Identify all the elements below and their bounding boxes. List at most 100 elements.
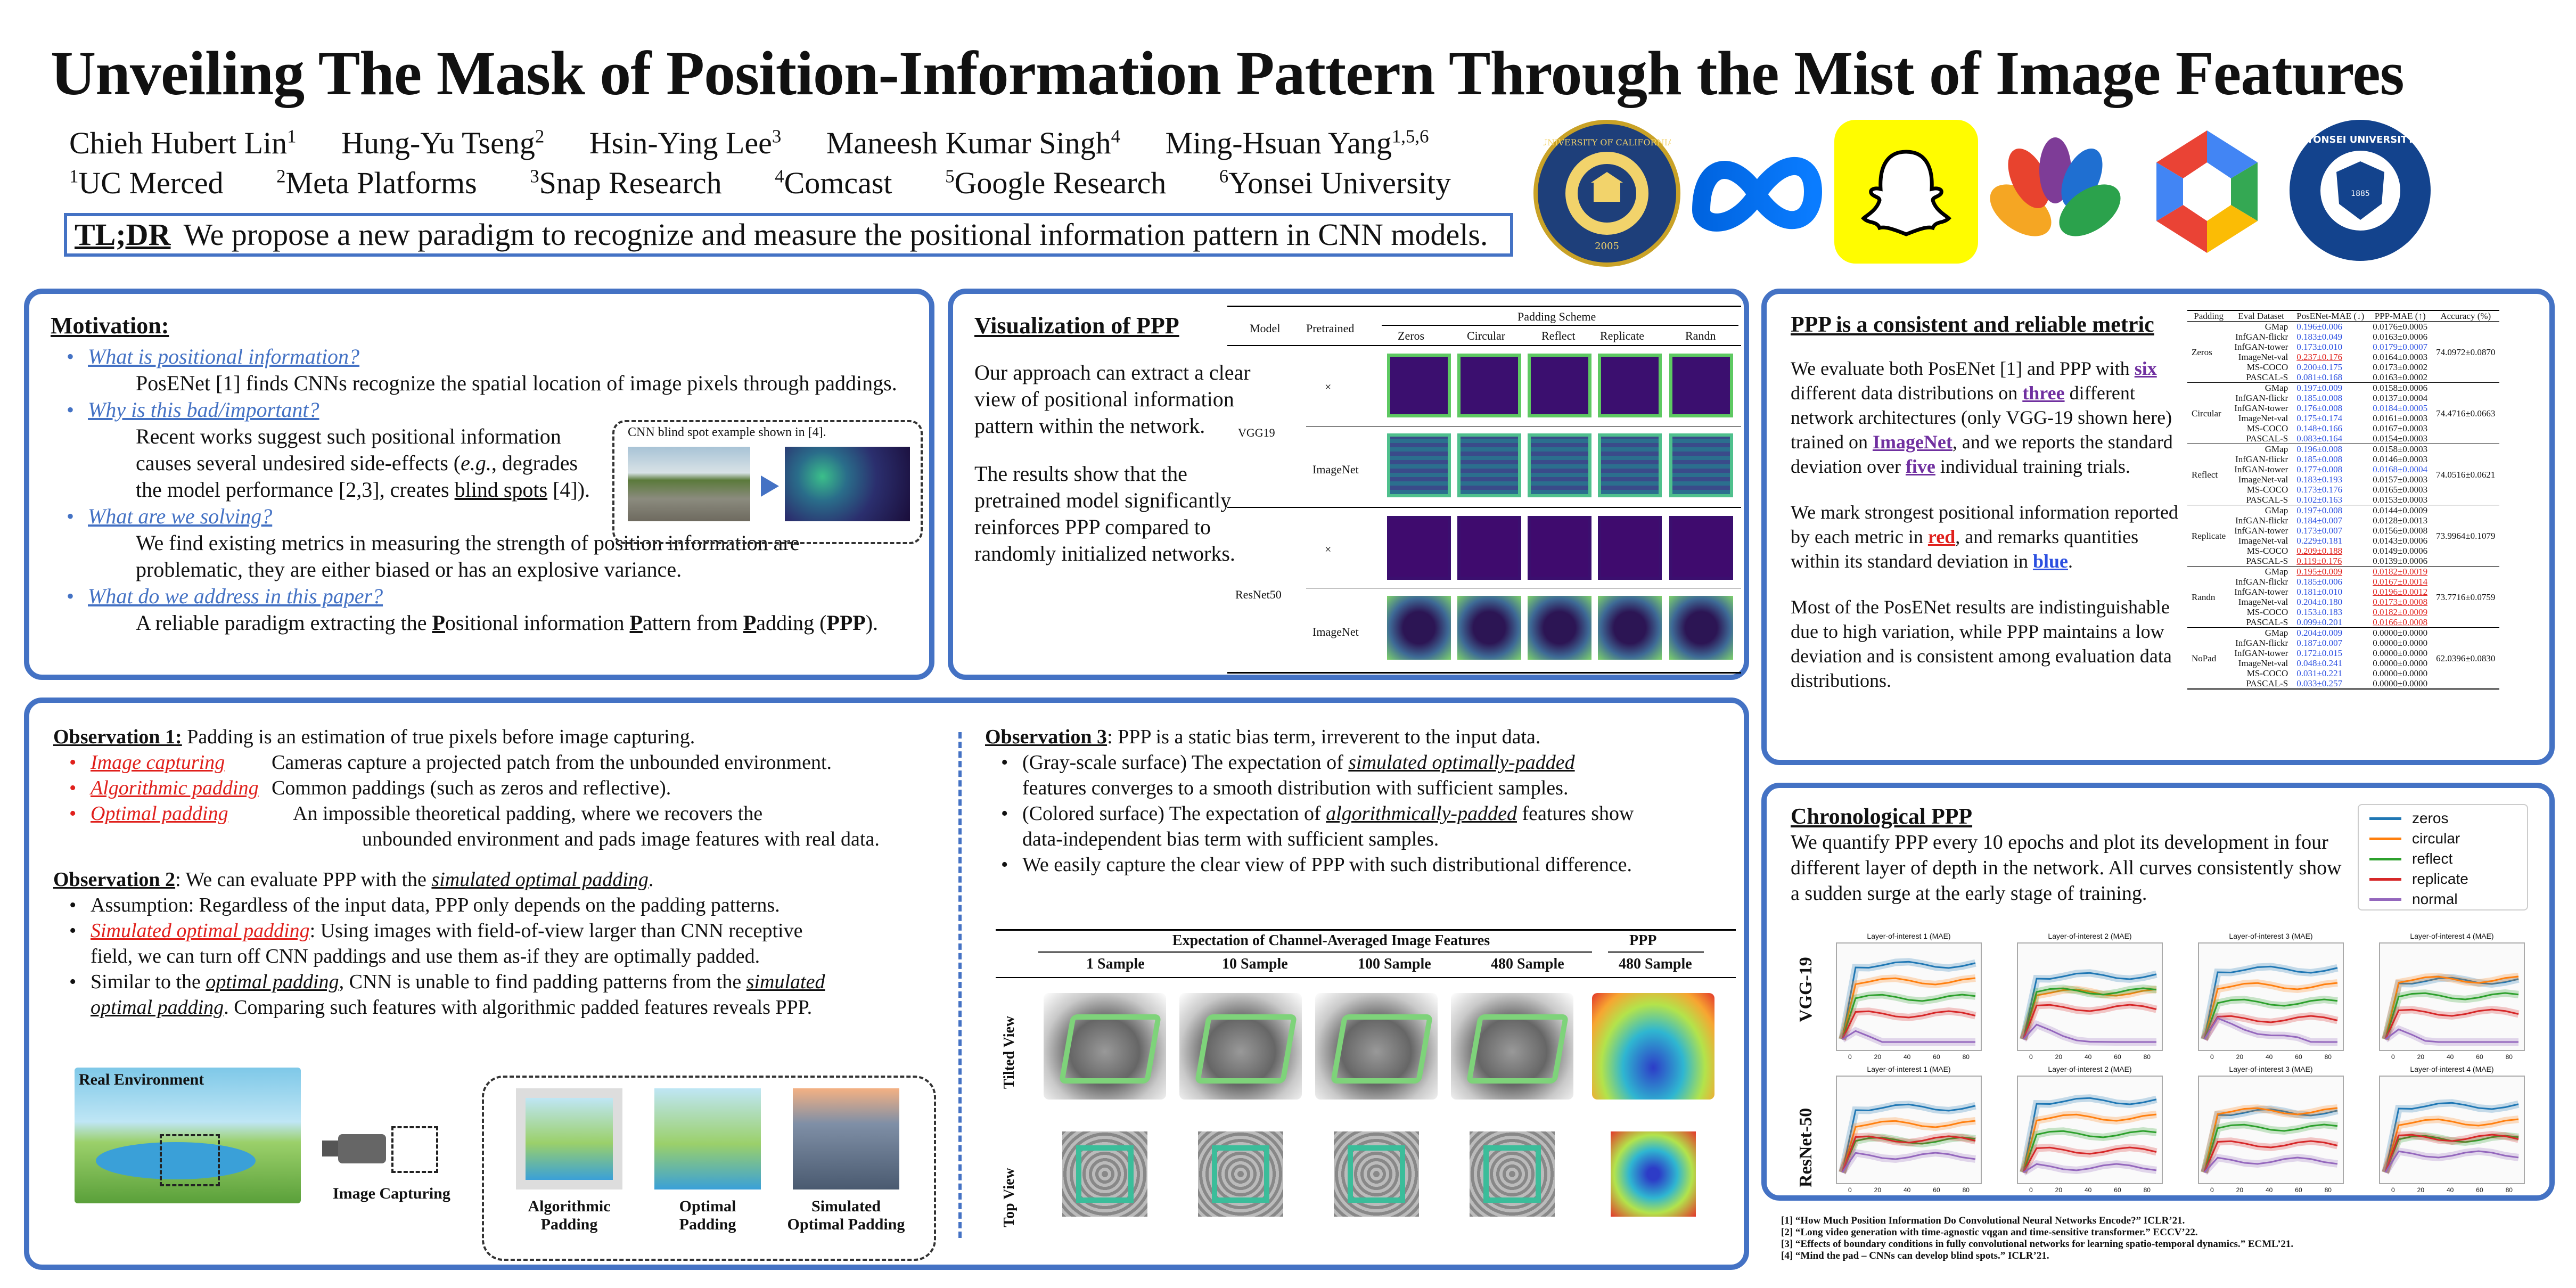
x-ticks: 0 20 40 60 80	[2018, 1186, 2162, 1194]
dataset-cell: InfGAN-flickr	[2235, 332, 2288, 342]
x-ticks: 0 20 40 60 80	[2380, 1186, 2524, 1194]
answer-3b: problematic, they are either biased or h…	[136, 557, 682, 581]
ppp-tile	[1598, 596, 1662, 660]
ppp-cell: 0.0184±0.0005	[2373, 403, 2428, 413]
legend-circular: circular	[2369, 828, 2527, 849]
table-row: InfGAN-tower 0.177±0.008 0.0168±0.0004	[2187, 464, 2499, 474]
ppp-tile	[1669, 596, 1733, 660]
x-tick: 40	[1903, 1053, 1911, 1061]
ppp-tile	[1669, 516, 1733, 580]
algo-label: Algorithmic Padding	[528, 1197, 611, 1233]
x-tick: 0	[2210, 1186, 2214, 1194]
x-tick: 40	[2084, 1053, 2092, 1061]
posenet-cell: 0.033±0.257	[2296, 678, 2343, 688]
dataset-cell: GMap	[2265, 567, 2288, 577]
obs3-item-cont: data-independent bias term with sufficie…	[1022, 828, 1439, 850]
ppp-tile	[1457, 596, 1521, 660]
dataset-cell: GMap	[2265, 322, 2288, 332]
accuracy-cell: 74.0972±0.0870	[2436, 347, 2496, 357]
ppp-cell: 0.0128±0.0013	[2373, 515, 2428, 526]
scheme-circular: Circular	[1467, 329, 1506, 342]
x-tick: 80	[1962, 1053, 1970, 1061]
posenet-cell: 0.195±0.009	[2296, 567, 2343, 577]
consistent-text-2: We mark strongest positional information…	[1791, 502, 2178, 572]
x-tick: 60	[2114, 1053, 2121, 1061]
author: Hung-Yu Tseng2	[341, 126, 545, 160]
chrono-legend: zeros circular reflect replicate normal	[2358, 804, 2528, 910]
posenet-cell: 0.204±0.180	[2296, 597, 2343, 607]
x-ticks: 0 20 40 60 80	[2199, 1186, 2343, 1194]
model-resnet50: ResNet50	[1235, 588, 1282, 601]
table-row: ImageNet-val 0.175±0.174 0.0161±0.0003	[2187, 413, 2499, 423]
real-env-label: Real Environment	[79, 1071, 204, 1088]
table-row: Circular GMap 0.197±0.009 0.0158±0.0006 74.4…	[2187, 382, 2500, 419]
posenet-cell: 0.119±0.176	[2296, 556, 2342, 566]
obs2-item-cont: optimal padding. Comparing such features…	[91, 996, 813, 1019]
posenet-cell: 0.185±0.008	[2296, 454, 2343, 464]
ppp-tile	[1387, 596, 1451, 660]
sample-label: 10 Sample	[1222, 956, 1288, 972]
obs3-item: (Colored surface) The expectation of alg…	[985, 801, 1730, 826]
visualization-panel: Visualization of PPP Our approach can ex…	[948, 289, 1749, 680]
x-tick: 20	[2236, 1053, 2243, 1061]
ppp-tile	[1457, 354, 1521, 417]
obs3-item: We easily capture the clear view of PPP …	[985, 852, 1730, 877]
table-row: Reflect GMap 0.196±0.008 0.0158±0.0003 74.05…	[2187, 444, 2500, 480]
shield-icon: YONSEI UNIVERSITY 1885	[2306, 134, 2415, 231]
ppp-cell: 0.0000±0.0000	[2373, 668, 2428, 678]
table-row: PASCAL-S 0.099±0.201 0.0166±0.0008	[2187, 617, 2499, 628]
x-tick: 60	[2295, 1186, 2302, 1194]
dataset-cell: ImageNet-val	[2238, 536, 2288, 546]
sim-label: Simulated Optimal Padding	[787, 1197, 905, 1233]
question-2: Why is this bad/important?	[88, 398, 319, 422]
posenet-cell: 0.183±0.049	[2296, 332, 2343, 342]
x-tick: 60	[2476, 1186, 2483, 1194]
dataset-cell: InfGAN-tower	[2234, 648, 2288, 658]
scheme-replicate: Replicate	[1600, 329, 1645, 342]
table-row: ImageNet-val 0.204±0.180 0.0173±0.0008	[2187, 597, 2499, 607]
posenet-cell: 0.099±0.201	[2296, 617, 2343, 627]
visualization-heading: Visualization of PPP	[974, 313, 1179, 339]
tilted-surface	[1451, 993, 1573, 1100]
series-line-normal	[2022, 1023, 2156, 1043]
ppp-cell: 0.0167±0.0003	[2373, 423, 2428, 433]
chrono-plot: Layer-of-interest 1 (MAE) 0 20 40 60 80	[1836, 932, 1982, 1061]
blind-spot-example: CNN blind spot example shown in [4].	[612, 420, 923, 544]
svg-text:UNIVERSITY OF CALIFORNIA: UNIVERSITY OF CALIFORNIA	[1543, 137, 1671, 147]
ppp-cell: 0.0143±0.0006	[2373, 536, 2428, 546]
padding-cell: NoPad	[2192, 653, 2217, 663]
series-line-replicate	[2203, 1140, 2338, 1173]
author-list: Chieh Hubert Lin1 Hung-Yu Tseng2 Hsin-Yi…	[69, 125, 1466, 161]
x-tick: 60	[1933, 1053, 1940, 1061]
chrono-text: We quantify PPP every 10 epochs and plot…	[1791, 831, 2342, 905]
consistent-text-1: We evaluate both PosENet [1] and PPP wit…	[1791, 358, 2173, 477]
ppp-tile	[1528, 433, 1591, 497]
ppp-cell: 0.0000±0.0000	[2373, 648, 2428, 658]
row-label-resnet50: ResNet-50	[1796, 1107, 1816, 1187]
table-row: PASCAL-S 0.081±0.168 0.0163±0.0002	[2187, 372, 2499, 383]
x-tick: 20	[2236, 1186, 2243, 1194]
ppp-ring	[1076, 1145, 1134, 1203]
ppp-tile	[1528, 354, 1591, 417]
x-tick: 40	[2446, 1186, 2454, 1194]
ppp-ring	[1059, 1014, 1162, 1084]
affiliation: 3Snap Research	[530, 166, 722, 200]
posenet-cell: 0.081±0.168	[2296, 372, 2343, 382]
padding-cell: Reflect	[2192, 469, 2218, 480]
reference-item: [4] “Mind the pad – CNNs can develop bli…	[1781, 1250, 2049, 1261]
series-line-replicate	[2022, 1004, 2157, 1040]
results-table: Padding Eval Dataset PosENet-MAE (↓) PPP-MA…	[2187, 310, 2500, 690]
pretrained-imagenet: ImageNet	[1312, 625, 1359, 638]
table-row: PASCAL-S 0.119±0.176 0.0139±0.0006	[2187, 556, 2499, 567]
row-label-vgg19: VGG-19	[1796, 957, 1816, 1022]
obs2-item: Simulated optimal padding: Using images …	[53, 918, 953, 944]
x-ticks: 0 20 40 60 80	[2380, 1053, 2524, 1061]
dataset-cell: GMap	[2265, 628, 2288, 638]
x-tick: 60	[2114, 1186, 2121, 1194]
x-tick: 20	[1874, 1186, 1881, 1194]
ppp-cell: 0.0000±0.0000	[2373, 678, 2428, 688]
optimal-padding-image	[654, 1088, 761, 1189]
posenet-cell: 0.031±0.221	[2296, 668, 2343, 678]
series-line-reflect	[2203, 998, 2338, 1040]
